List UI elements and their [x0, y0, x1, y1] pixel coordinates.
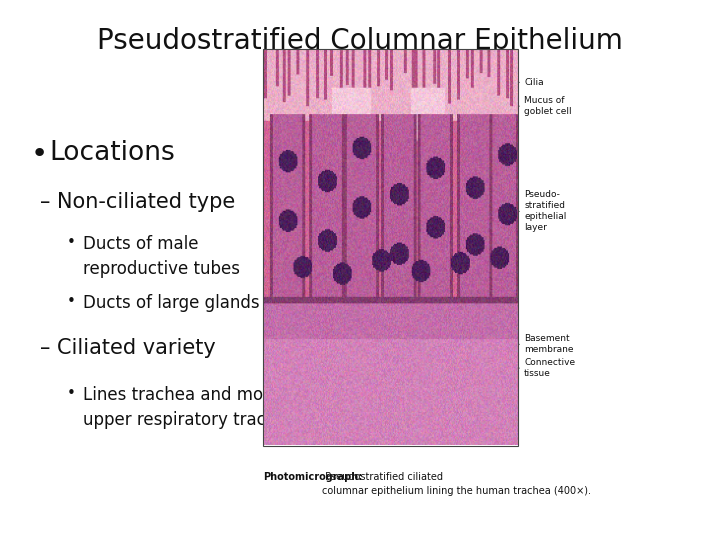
Text: Cilia: Cilia — [524, 78, 544, 87]
Text: •: • — [30, 140, 48, 168]
Text: Mucus of
goblet cell: Mucus of goblet cell — [524, 96, 572, 116]
Text: Pseudostratified ciliated
columnar epithelium lining the human trachea (400×).: Pseudostratified ciliated columnar epith… — [322, 472, 591, 496]
Text: Ducts of large glands: Ducts of large glands — [83, 294, 259, 312]
Text: Locations: Locations — [49, 140, 175, 166]
Text: Lines trachea and most of
upper respiratory tract: Lines trachea and most of upper respirat… — [83, 386, 300, 429]
Text: •: • — [67, 235, 76, 250]
Text: •: • — [67, 294, 76, 309]
Text: – Non-ciliated type: – Non-ciliated type — [40, 192, 235, 212]
Text: – Ciliated variety: – Ciliated variety — [40, 338, 215, 357]
Text: •: • — [67, 386, 76, 401]
Text: Pseudo-
stratified
epithelial
layer: Pseudo- stratified epithelial layer — [524, 190, 567, 233]
Text: Connective
tissue: Connective tissue — [524, 358, 575, 378]
Text: Basement
membrane: Basement membrane — [524, 334, 574, 354]
Text: Photomicrograph:: Photomicrograph: — [263, 472, 362, 483]
Text: Ducts of male
reproductive tubes: Ducts of male reproductive tubes — [83, 235, 240, 278]
Text: Pseudostratified Columnar Epithelium: Pseudostratified Columnar Epithelium — [97, 27, 623, 55]
